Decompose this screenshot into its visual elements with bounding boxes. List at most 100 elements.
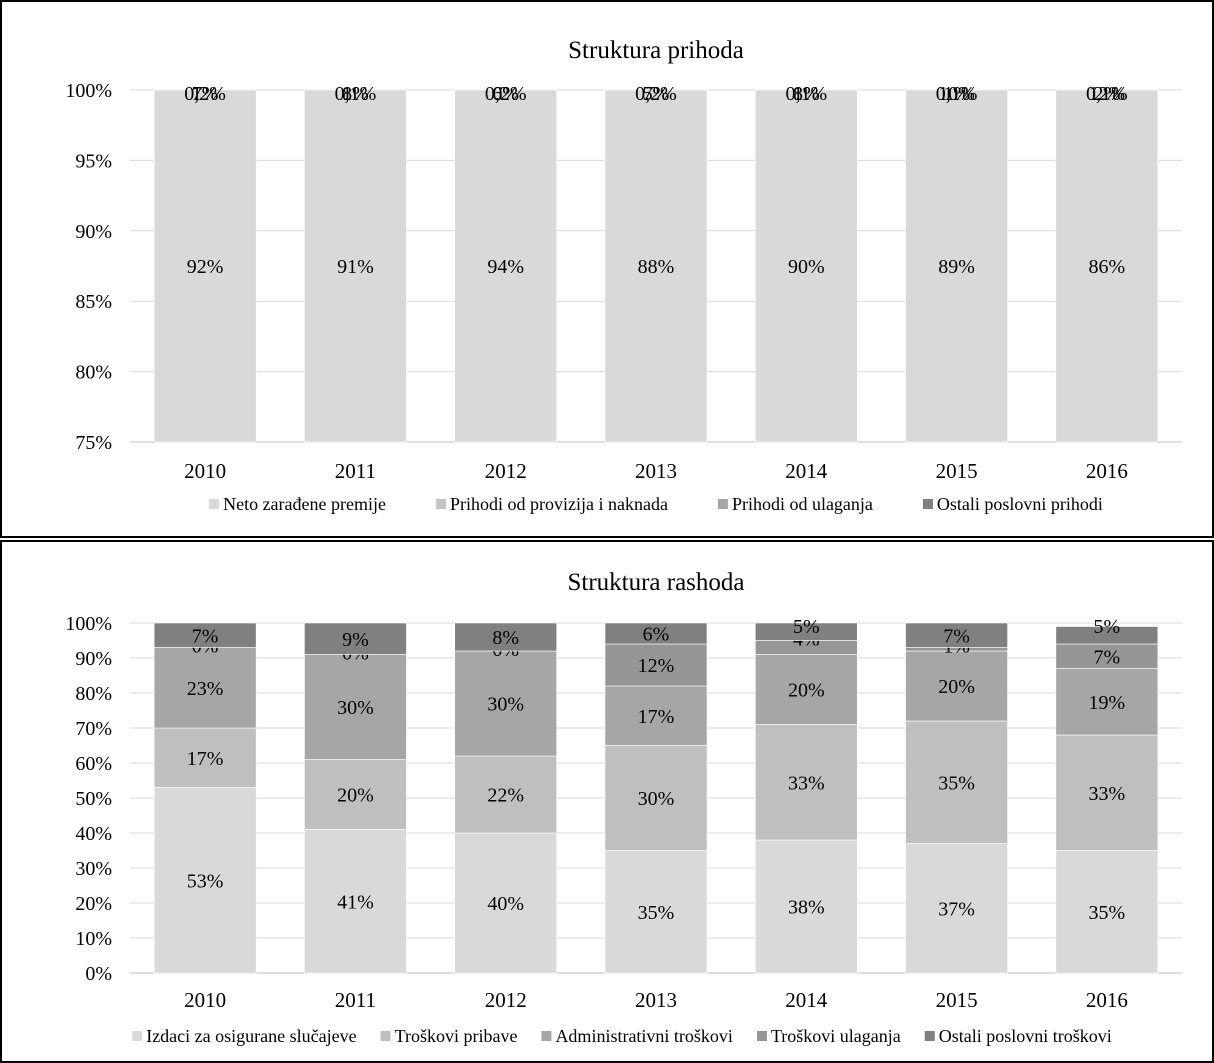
y-tick-label: 20% <box>75 893 112 915</box>
bar-segment <box>905 89 1008 443</box>
x-tick-label: 2010 <box>184 459 226 483</box>
bar-segment <box>153 622 257 648</box>
legend-item: Izdaci za osigurane slučajeve <box>132 1026 357 1046</box>
y-tick-label: 50% <box>75 788 112 810</box>
legend-label: Ostali poslovni troškovi <box>939 1026 1112 1046</box>
data-label: 20% <box>938 676 975 698</box>
data-label: 91% <box>337 256 374 278</box>
x-tick-label: 2011 <box>335 459 376 483</box>
data-label: 22% <box>487 785 524 807</box>
data-label: 33% <box>788 772 825 794</box>
data-label: 5% <box>1094 616 1121 638</box>
y-tick-label: 75% <box>75 432 112 454</box>
data-label: 8% <box>492 627 519 649</box>
data-label: 92% <box>187 256 224 278</box>
bar-segment <box>905 843 1008 974</box>
data-label: 23% <box>187 678 224 700</box>
data-label: 2% <box>1094 83 1121 105</box>
bar-segment <box>153 89 257 443</box>
chart-title: Struktura rashoda <box>567 569 744 596</box>
legend-item: Troškovi pribave <box>380 1026 517 1046</box>
y-tick-label: 80% <box>75 683 112 705</box>
legend-item: Administrativni troškovi <box>541 1026 733 1046</box>
bar-segment <box>754 89 858 443</box>
x-tick-label: 2014 <box>785 988 828 1012</box>
data-label: 12% <box>638 655 675 677</box>
bar-segment <box>604 622 708 645</box>
bar-segment <box>1055 643 1159 669</box>
bar-segment <box>454 832 558 974</box>
data-label: 37% <box>938 898 975 920</box>
y-tick-label: 60% <box>75 753 112 775</box>
legend-swatch <box>922 499 933 509</box>
y-tick-label: 100% <box>65 613 112 635</box>
data-label: 5% <box>793 616 820 638</box>
data-label: 53% <box>187 870 224 892</box>
bar-segment <box>604 850 708 974</box>
y-tick-label: 100% <box>65 80 112 102</box>
bar-segment <box>454 622 558 652</box>
data-label: 7% <box>192 83 219 105</box>
data-label: 90% <box>788 256 825 278</box>
data-label: 12% <box>1089 83 1126 105</box>
data-label: 33% <box>1089 783 1126 805</box>
legend-label: Administrativni troškovi <box>555 1026 733 1046</box>
bar-segment <box>905 720 1008 844</box>
y-tick-label: 90% <box>75 221 112 243</box>
legend-label: Troškovi ulaganja <box>771 1026 901 1046</box>
data-label: 7% <box>192 625 219 647</box>
data-label: 35% <box>638 902 675 924</box>
y-tick-label: 80% <box>75 362 112 384</box>
bar-segment <box>1055 850 1159 974</box>
bar-segment <box>1055 89 1159 443</box>
legend-swatch <box>756 1031 767 1041</box>
data-label: 5% <box>643 83 670 105</box>
legend-label: Izdaci za osigurane slučajeve <box>146 1026 356 1046</box>
legend-swatch <box>380 1031 391 1041</box>
data-label: 41% <box>337 891 374 913</box>
bar-segment <box>604 745 708 851</box>
bar-segment <box>1055 626 1159 645</box>
legend-swatch <box>924 1031 935 1041</box>
bar-segment <box>153 647 257 729</box>
data-label: 0,1% <box>936 83 978 105</box>
data-label: 30% <box>337 697 374 719</box>
data-label: 0,1% <box>1086 83 1128 105</box>
bar-segment <box>754 654 858 725</box>
data-label: 38% <box>788 897 825 919</box>
data-label: 8% <box>342 83 369 105</box>
x-tick-label: 2015 <box>936 988 978 1012</box>
data-label: 35% <box>1089 902 1126 924</box>
data-label: 17% <box>638 706 675 728</box>
data-label: 9% <box>342 629 369 651</box>
expense-structure-chart: Struktura rashoda 0% 10% 20% 30% 40% 50% 60% 70%… <box>0 540 1214 1063</box>
legend-swatch <box>132 1031 143 1041</box>
data-label: 88% <box>638 256 675 278</box>
x-tick-label: 2016 <box>1086 459 1128 483</box>
bar-segment <box>153 727 257 788</box>
bar-segment <box>754 839 858 974</box>
x-tick-label: 2010 <box>184 988 226 1012</box>
data-label: 7% <box>643 83 670 105</box>
x-tick-label: 2016 <box>1086 988 1128 1012</box>
bar-segment <box>454 755 558 834</box>
y-tick-label: 70% <box>75 718 112 740</box>
data-label: 19% <box>1089 692 1126 714</box>
y-tick-label: 40% <box>75 823 112 845</box>
bar-segment <box>905 650 1008 722</box>
bar-segment <box>604 643 708 687</box>
legend-item: Prihodi od provizija i naknada <box>435 494 668 514</box>
bar-segment <box>754 724 858 841</box>
legend-label: Ostali poslovni prihodi <box>937 494 1103 514</box>
legend-swatch <box>435 499 446 509</box>
bar-segment <box>304 654 407 760</box>
data-label: 1% <box>793 83 820 105</box>
revenue-chart-svg: Struktura prihoda 75% 80% 85% 90% 95% 100% 92% 0… <box>65 37 1182 514</box>
data-label: 1% <box>943 83 970 105</box>
y-tick-label: 10% <box>75 928 112 950</box>
bar-segment <box>454 650 558 757</box>
data-label: 30% <box>487 694 524 716</box>
revenue-structure-chart: Struktura prihoda 75% 80% 85% 90% 95% 100% 92% 0… <box>0 0 1214 538</box>
data-label: 6% <box>643 624 670 646</box>
y-tick-label: 85% <box>75 291 112 313</box>
